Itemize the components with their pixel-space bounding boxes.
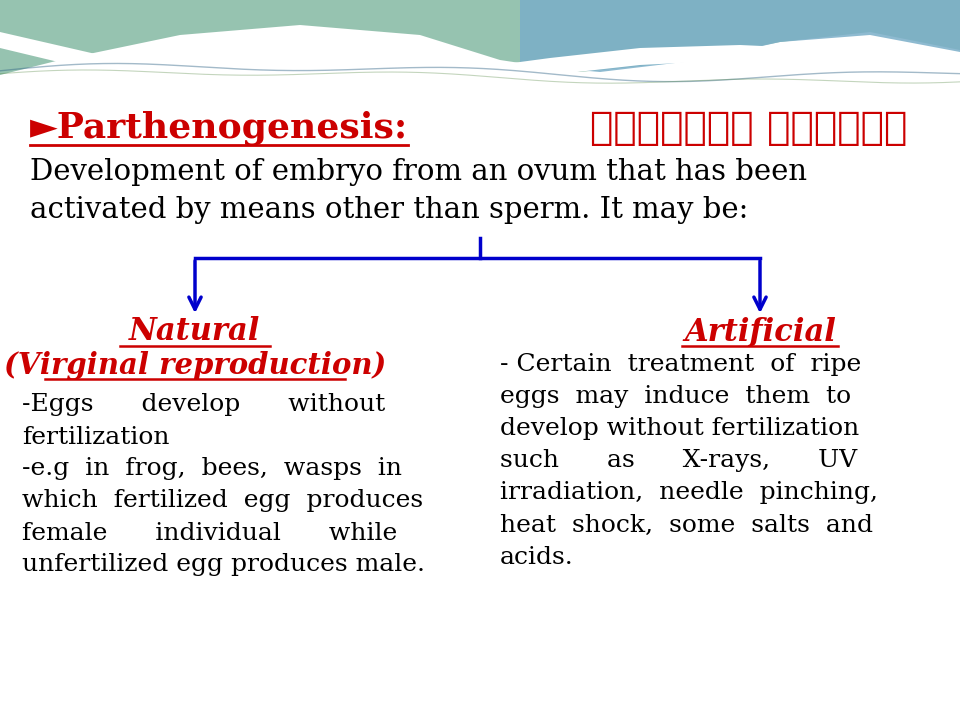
- Text: acids.: acids.: [500, 546, 574, 569]
- Polygon shape: [520, 0, 960, 72]
- Text: such      as      X-rays,      UV: such as X-rays, UV: [500, 449, 857, 472]
- Text: -e.g  in  frog,  bees,  wasps  in: -e.g in frog, bees, wasps in: [22, 457, 402, 480]
- Text: Artificial: Artificial: [684, 317, 836, 348]
- Text: -Eggs      develop      without: -Eggs develop without: [22, 394, 385, 416]
- Text: heat  shock,  some  salts  and: heat shock, some salts and: [500, 513, 873, 536]
- Text: irradiation,  needle  pinching,: irradiation, needle pinching,: [500, 482, 878, 505]
- Text: fertilization: fertilization: [22, 426, 170, 449]
- Polygon shape: [0, 0, 960, 75]
- Text: which  fertilized  egg  produces: which fertilized egg produces: [22, 490, 423, 513]
- Text: Development of embryo from an ovum that has been: Development of embryo from an ovum that …: [30, 158, 807, 186]
- Polygon shape: [0, 0, 960, 95]
- Text: unfertilized egg produces male.: unfertilized egg produces male.: [22, 554, 425, 577]
- Text: female      individual      while: female individual while: [22, 521, 397, 544]
- Text: eggs  may  induce  them  to: eggs may induce them to: [500, 385, 852, 408]
- Text: develop without fertilization: develop without fertilization: [500, 418, 859, 441]
- Text: activated by means other than sperm. It may be:: activated by means other than sperm. It …: [30, 196, 749, 224]
- Text: ►Parthenogenesis:: ►Parthenogenesis:: [30, 111, 408, 145]
- Text: - Certain  treatment  of  ripe: - Certain treatment of ripe: [500, 354, 861, 377]
- Text: Natural: Natural: [130, 317, 261, 348]
- Text: التكاثر العذري: التكاثر العذري: [590, 109, 907, 147]
- Text: (Virginal reproduction): (Virginal reproduction): [4, 351, 386, 379]
